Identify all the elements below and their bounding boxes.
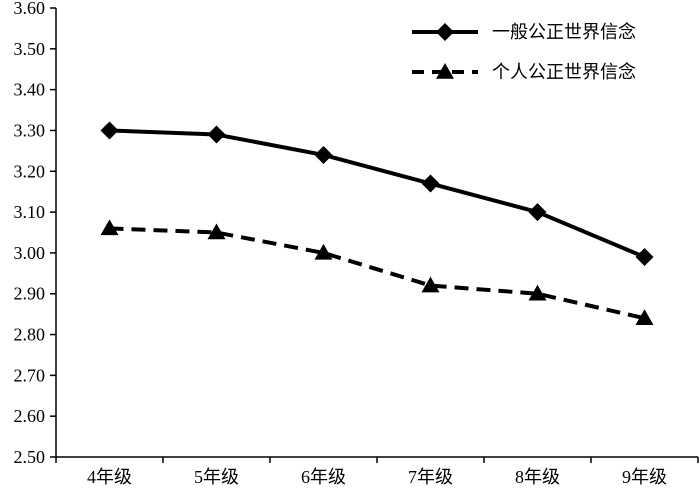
data-point-2-2 [207, 223, 226, 240]
data-point-2-5 [528, 284, 547, 301]
y-tick-label: 3.10 [14, 202, 46, 222]
data-point-1-1 [100, 121, 119, 140]
y-tick-label: 2.90 [14, 284, 46, 304]
series-1 [100, 121, 654, 266]
series-lines [100, 121, 654, 325]
legend-item-1: 一般公正世界信念 [412, 21, 636, 42]
y-tick-label: 3.30 [14, 120, 46, 140]
x-tick-label: 5年级 [194, 467, 239, 487]
y-tick-label: 2.60 [14, 406, 46, 426]
x-tick-label: 9年级 [622, 467, 667, 487]
series-2 [100, 219, 654, 325]
x-tick-label: 4年级 [87, 467, 132, 487]
data-point-2-3 [314, 243, 333, 260]
y-tick-label: 3.00 [14, 243, 46, 263]
x-tick-label: 8年级 [515, 467, 560, 487]
legend-item-2: 个人公正世界信念 [412, 61, 636, 82]
data-point-1-2 [207, 125, 226, 144]
data-point-1-4 [421, 174, 440, 193]
legend-label: 一般公正世界信念 [492, 21, 636, 42]
x-tick-label: 7年级 [408, 467, 453, 487]
y-tick-label: 2.80 [14, 325, 46, 345]
series-line-1 [109, 128, 646, 259]
data-point-2-4 [421, 276, 440, 293]
data-point-1-3 [314, 145, 333, 164]
y-tick-label: 3.50 [14, 39, 46, 59]
legend-marker [436, 63, 454, 79]
series-line-2 [109, 226, 645, 321]
tick-marks: 2.50 2.60 2.70 2.80 2.90 3.00 3.10 3.20 3.30 3.40… [14, 0, 699, 487]
y-tick-label: 3.40 [14, 80, 46, 100]
y-tick-label: 3.20 [14, 161, 46, 181]
y-tick-label: 2.70 [14, 365, 46, 385]
data-point-2-6 [635, 309, 654, 325]
y-tick-label: 2.50 [14, 447, 46, 467]
legend-marker [436, 23, 454, 41]
data-point-1-5 [528, 203, 547, 222]
y-tick-label: 3.60 [14, 0, 46, 18]
legend-label: 个人公正世界信念 [492, 61, 636, 82]
data-point-2-1 [100, 219, 119, 236]
x-tick-label: 6年级 [301, 467, 346, 487]
data-point-1-6 [635, 247, 654, 266]
